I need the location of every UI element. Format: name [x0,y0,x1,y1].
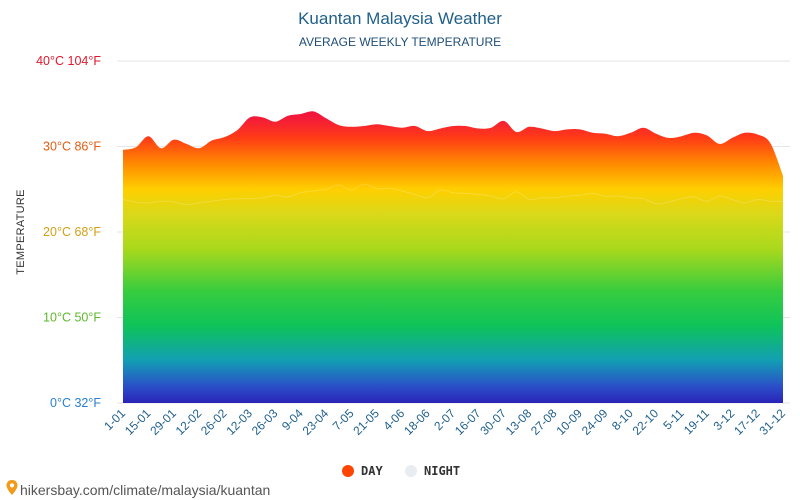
source-link[interactable]: hikersbay.com/climate/malaysia/kuantan [6,480,271,498]
y-tick-label: 40°C 104°F [36,54,101,68]
x-tick-label: 15-01 [122,406,154,438]
legend-item-night[interactable]: NIGHT [405,464,460,478]
x-tick-label: 21-05 [350,406,382,438]
y-tick-label: 10°C 50°F [43,311,101,325]
x-tick-label: 19-11 [681,406,712,437]
chart-title: Kuantan Malaysia Weather [298,9,502,28]
area-layer [122,111,784,403]
x-tick-label: 12-02 [173,406,205,438]
y-axis-label: TEMPERATURE [15,189,27,275]
x-tick-label: 23-04 [300,406,332,438]
legend: DAY NIGHT [342,464,460,478]
x-tick-label: 26-02 [198,406,230,438]
y-tick-label: 20°C 68°F [43,225,101,239]
legend-day-marker [342,465,354,477]
legend-night-marker [405,465,417,477]
series-line-night [122,183,784,206]
series-area-night [123,184,783,403]
x-tick-label: 27-08 [528,406,560,438]
x-tick-label: 29-01 [147,406,179,438]
legend-night-label: NIGHT [424,464,460,478]
x-tick-label: 31-12 [757,406,789,438]
chart-subtitle: AVERAGE WEEKLY TEMPERATURE [299,35,501,49]
source-url: hikersbay.com/climate/malaysia/kuantan [20,482,270,498]
x-tick-label: 17-12 [731,406,763,438]
x-tick-label: 13-08 [503,406,535,438]
x-tick-label: 26-03 [249,406,281,438]
y-tick-label: 30°C 86°F [43,140,101,154]
x-tick-label: 10-09 [553,406,585,438]
x-tick-label: 18-06 [401,406,433,438]
x-tick-label: 22-10 [630,406,662,438]
x-tick-label: 16-07 [452,406,484,438]
legend-day-label: DAY [361,464,383,478]
x-tick-label: 24-09 [579,406,611,438]
x-axis-ticks: 1-0115-0129-0112-0226-0212-0326-039-0423… [101,406,788,438]
location-pin-icon [6,480,18,495]
y-tick-label: 0°C 32°F [50,396,101,410]
y-axis-ticks: 0°C 32°F 10°C 50°F 20°C 68°F 30°C 86°F 40°C … [36,54,101,410]
x-tick-label: 30-07 [477,406,509,438]
legend-item-day[interactable]: DAY [342,464,383,478]
x-tick-label: 12-03 [223,406,255,438]
